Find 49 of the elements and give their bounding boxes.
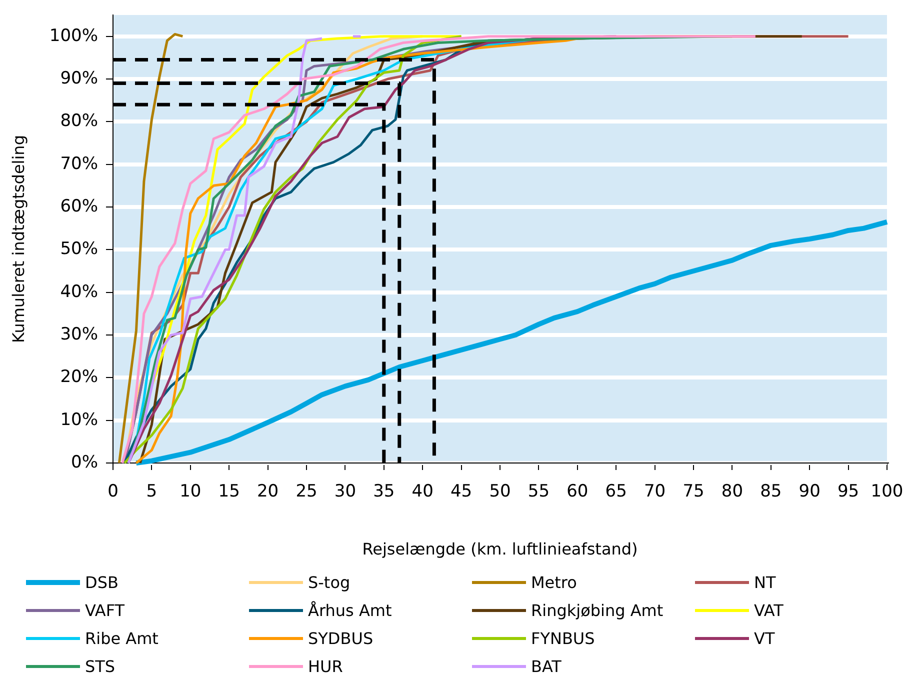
- x-tick-label: 40: [412, 482, 434, 502]
- x-tick-label: 75: [682, 482, 704, 502]
- x-tick-label: 100: [870, 482, 904, 502]
- y-tick-label: 90%: [60, 68, 98, 88]
- y-axis-title: Kumuleret indtægtsdeling: [8, 135, 28, 343]
- legend-label: SYDBUS: [308, 628, 374, 648]
- x-tick-label: 70: [644, 482, 666, 502]
- y-tick-label: 60%: [60, 196, 98, 216]
- legend-label: DSB: [85, 572, 118, 592]
- x-tick-label: 15: [218, 482, 240, 502]
- x-tick-label: 65: [605, 482, 627, 502]
- legend-label: HUR: [308, 656, 343, 676]
- legend-label: Metro: [531, 572, 577, 592]
- x-tick-label: 0: [108, 482, 118, 502]
- y-tick-label: 10%: [60, 410, 98, 430]
- y-tick-label: 40%: [60, 282, 98, 302]
- y-tick-label: 50%: [60, 239, 98, 260]
- x-tick-label: 5: [146, 482, 158, 502]
- y-tick-label: 100%: [49, 26, 98, 46]
- x-axis-title: Rejselængde (km. luftlinieafstand): [362, 540, 638, 559]
- x-tick-label: 25: [296, 482, 318, 502]
- y-tick-label: 70%: [60, 154, 98, 174]
- x-tick-label: 30: [334, 482, 356, 502]
- legend-label: VT: [754, 628, 775, 648]
- legend-label: Århus Amt: [308, 600, 392, 620]
- legend-label: Ringkjøbing Amt: [531, 600, 664, 620]
- y-tick-label: 80%: [60, 111, 98, 132]
- x-tick-label: 55: [528, 482, 550, 502]
- x-tick-label: 95: [837, 482, 860, 502]
- y-tick-label: 0%: [71, 452, 98, 472]
- legend-label: VAFT: [85, 600, 125, 620]
- legend-label: NT: [754, 572, 776, 592]
- legend-label: S-tog: [308, 572, 350, 592]
- x-tick-label: 20: [256, 482, 279, 502]
- x-tick-label: 85: [760, 482, 782, 502]
- x-tick-label: 45: [450, 482, 472, 502]
- y-tick-label: 20%: [60, 367, 98, 388]
- x-tick-label: 90: [798, 482, 820, 502]
- legend-label: STS: [85, 656, 116, 676]
- x-tick-label: 50: [489, 482, 511, 502]
- legend-label: FYNBUS: [531, 628, 595, 648]
- x-tick-label: 10: [180, 482, 202, 502]
- legend-label: Ribe Amt: [85, 628, 158, 648]
- x-tick-label: 60: [566, 482, 588, 502]
- y-tick-label: 30%: [60, 324, 98, 344]
- legend-label: VAT: [754, 600, 784, 620]
- x-tick-label: 80: [721, 482, 744, 502]
- legend-label: BAT: [531, 656, 562, 676]
- x-tick-label: 35: [373, 482, 395, 502]
